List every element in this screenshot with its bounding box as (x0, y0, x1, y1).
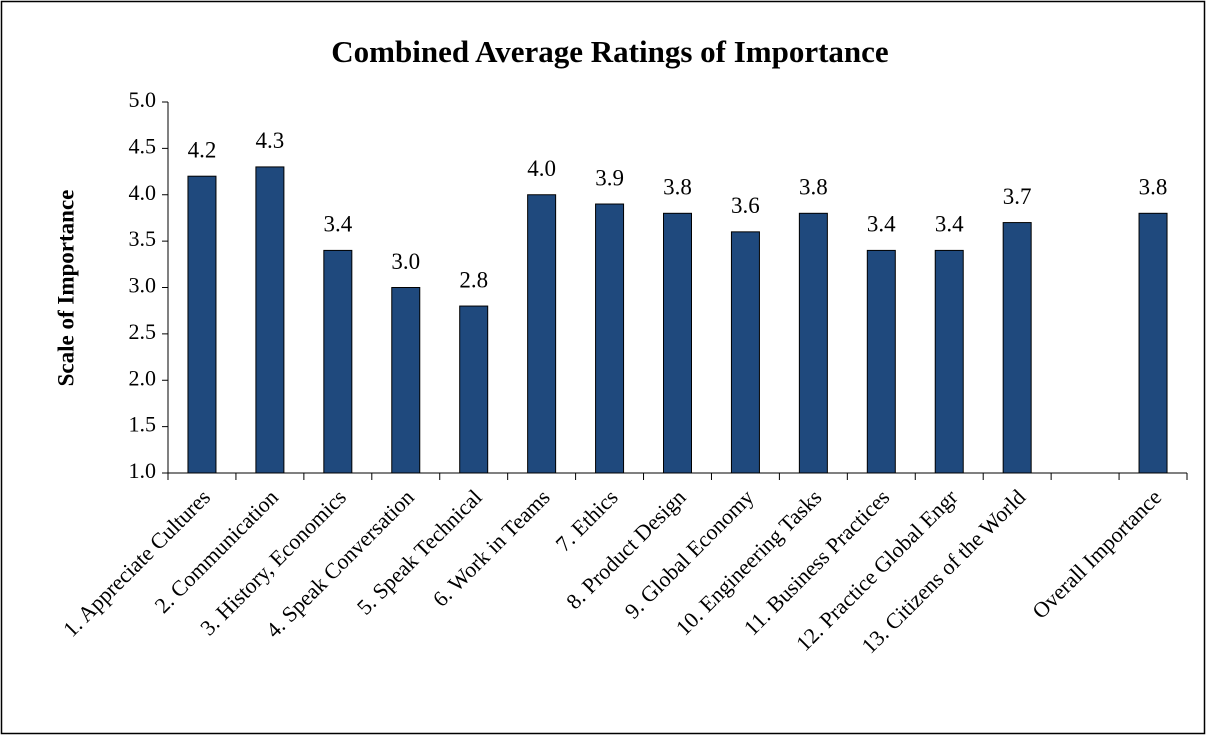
bar (323, 249, 353, 474)
y-tick-label: 5.0 (129, 87, 157, 112)
value-label: 3.8 (799, 175, 828, 200)
y-tick-label: 1.0 (129, 458, 157, 483)
value-label: 4.3 (256, 128, 285, 153)
value-label: 3.8 (1139, 175, 1168, 200)
value-label: 3.4 (867, 212, 896, 237)
bar (730, 231, 760, 474)
y-tick-label: 2.5 (129, 319, 157, 344)
value-label: 4.0 (527, 156, 556, 181)
bar (527, 194, 557, 474)
value-label: 2.8 (459, 267, 488, 292)
y-tick-label: 4.5 (129, 133, 157, 158)
y-axis-label: Scale of Importance (53, 190, 78, 387)
bar (187, 175, 217, 474)
y-tick-label: 3.0 (129, 273, 157, 298)
bar (595, 203, 625, 474)
value-label: 4.2 (188, 137, 217, 162)
value-label: 3.0 (391, 249, 420, 274)
bar (663, 212, 692, 474)
y-tick-label: 2.0 (129, 365, 157, 390)
bar (934, 249, 964, 474)
bar (866, 249, 896, 474)
bar (1002, 222, 1032, 474)
y-tick-label: 3.5 (129, 226, 157, 251)
bar (255, 166, 285, 474)
value-label: 3.4 (323, 212, 352, 237)
y-tick-label: 1.5 (129, 412, 157, 437)
bar (1138, 212, 1168, 474)
value-label: 3.4 (935, 212, 964, 237)
chart-title: Combined Average Ratings of Importance (331, 34, 888, 69)
bar (798, 212, 828, 474)
y-tick-label: 4.0 (129, 180, 157, 205)
value-label: 3.9 (595, 165, 624, 190)
bar (459, 305, 489, 474)
value-label: 3.7 (1003, 184, 1032, 209)
value-label: 3.6 (731, 193, 760, 218)
bar (391, 287, 421, 474)
value-label: 3.8 (663, 175, 692, 200)
